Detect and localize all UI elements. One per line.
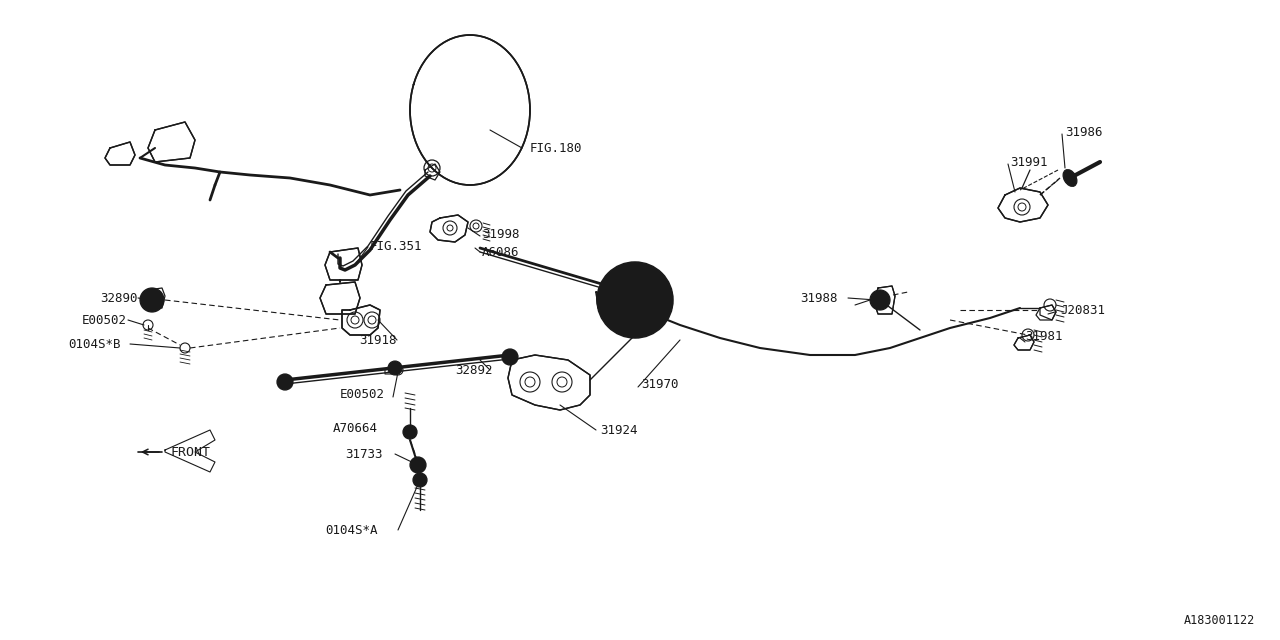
Text: 31981: 31981 [1025, 330, 1062, 342]
Text: E00502: E00502 [340, 388, 385, 401]
Ellipse shape [1064, 170, 1076, 186]
Text: A6086: A6086 [483, 246, 520, 259]
Text: A70664: A70664 [333, 422, 378, 435]
Text: 0104S*B: 0104S*B [68, 337, 120, 351]
Circle shape [276, 374, 293, 390]
Text: 31988: 31988 [800, 291, 837, 305]
Circle shape [413, 473, 428, 487]
Circle shape [403, 425, 417, 439]
Text: FRONT: FRONT [170, 445, 210, 458]
Text: 31995: 31995 [626, 289, 663, 303]
Text: 31733: 31733 [346, 447, 383, 461]
Text: 31924: 31924 [600, 424, 637, 436]
Text: J20831: J20831 [1060, 303, 1105, 317]
Circle shape [870, 290, 890, 310]
Circle shape [410, 457, 426, 473]
Circle shape [502, 349, 518, 365]
Text: FIG.351: FIG.351 [370, 241, 422, 253]
Text: FIG.180: FIG.180 [530, 141, 582, 154]
Text: 32890: 32890 [100, 291, 137, 305]
Text: 31991: 31991 [1010, 156, 1047, 168]
Circle shape [388, 361, 402, 375]
Text: 0104S*A: 0104S*A [325, 524, 378, 536]
Text: 31998: 31998 [483, 227, 520, 241]
Circle shape [596, 262, 673, 338]
Circle shape [140, 288, 164, 312]
Text: E00502: E00502 [82, 314, 127, 326]
Text: 31918: 31918 [358, 333, 397, 346]
Text: 32892: 32892 [454, 364, 493, 376]
Text: 31970: 31970 [641, 378, 678, 392]
Text: A183001122: A183001122 [1184, 614, 1254, 627]
Text: 31986: 31986 [1065, 125, 1102, 138]
